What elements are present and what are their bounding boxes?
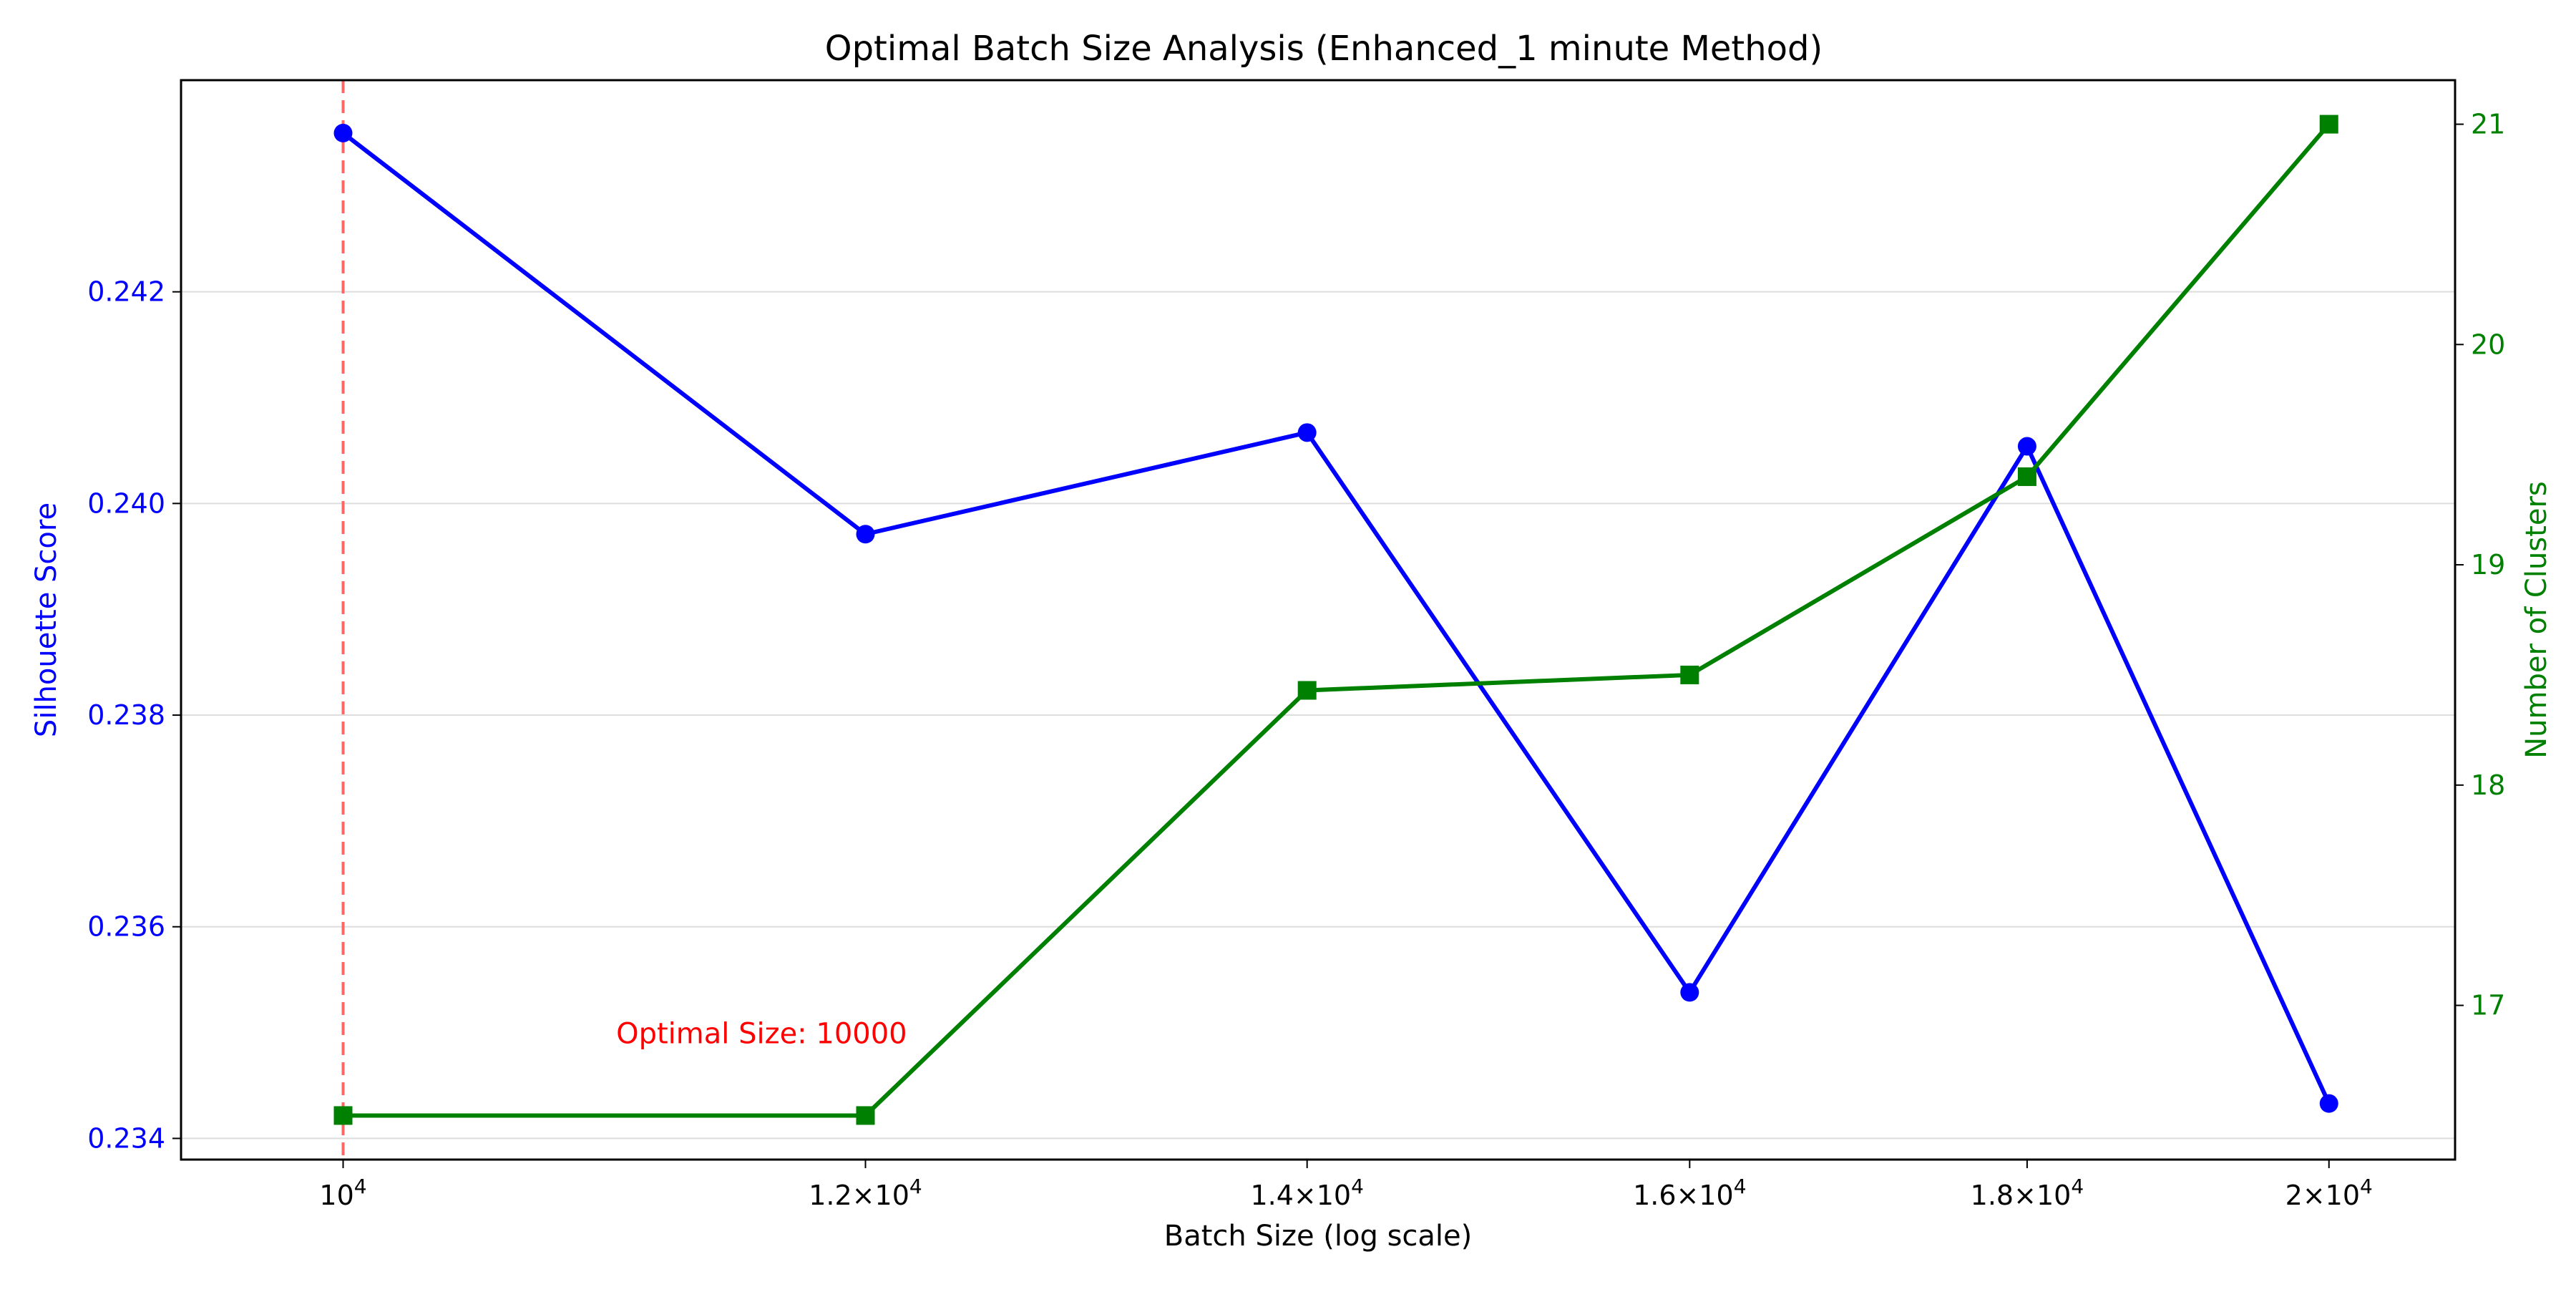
y-axis-label-left: Silhouette Score — [30, 502, 63, 737]
y-left-tick-label: 0.234 — [87, 1122, 165, 1154]
x-axis: 104 1.2×104 1.4×104 1.6×104 1.8×104 2×104 — [319, 1160, 2373, 1211]
silhouette-score-point — [2319, 1094, 2338, 1113]
y-right-tick-label: 20 — [2471, 329, 2505, 360]
x-tick-label: 2×104 — [2285, 1175, 2373, 1211]
series-layer — [333, 115, 2338, 1125]
y-right-tick-label: 17 — [2471, 990, 2505, 1021]
optimal-size-annotation: Optimal Size: 10000 — [616, 1017, 907, 1050]
y-left-tick-label: 0.240 — [87, 487, 165, 519]
y-right-tick-label: 18 — [2471, 769, 2505, 801]
y-axis-left: 0.234 0.236 0.238 0.240 0.242 — [87, 276, 181, 1154]
cluster-count-point — [1297, 681, 1317, 700]
cluster-count-point — [333, 1106, 353, 1125]
x-tick-label: 1.2×104 — [809, 1175, 922, 1211]
silhouette-score-point — [333, 123, 353, 142]
y-right-tick-label: 19 — [2471, 549, 2505, 581]
silhouette-score-point — [1680, 983, 1699, 1002]
y-left-tick-label: 0.242 — [87, 276, 165, 308]
y-axis-label-right: Number of Clusters — [2520, 481, 2553, 758]
y-left-tick-label: 0.238 — [87, 699, 165, 731]
silhouette-score-line — [341, 131, 2331, 1104]
y-right-tick-label: 21 — [2471, 109, 2505, 140]
x-axis-label: Batch Size (log scale) — [1164, 1220, 1473, 1253]
chart-title: Optimal Batch Size Analysis (Enhanced_1 … — [825, 29, 1823, 69]
x-tick-label: 104 — [319, 1175, 366, 1211]
silhouette-score-point — [2017, 437, 2036, 456]
cluster-count-point — [1680, 665, 1699, 684]
x-tick-label: 1.6×104 — [1633, 1175, 1746, 1211]
cluster-count-point — [2017, 467, 2036, 486]
silhouette-score-point — [856, 525, 875, 544]
grid-layer — [181, 291, 2455, 1140]
x-tick-label: 1.4×104 — [1250, 1175, 1363, 1211]
plot-frame — [180, 79, 2457, 1161]
x-tick-label: 1.8×104 — [1971, 1175, 2084, 1211]
cluster-count-point — [856, 1106, 875, 1125]
cluster-count-point — [2319, 115, 2338, 134]
silhouette-score-point — [1297, 423, 1317, 442]
cluster-count-line — [343, 122, 2331, 1118]
y-left-tick-label: 0.236 — [87, 911, 165, 943]
y-axis-right: 17 18 19 20 21 — [2455, 109, 2505, 1021]
